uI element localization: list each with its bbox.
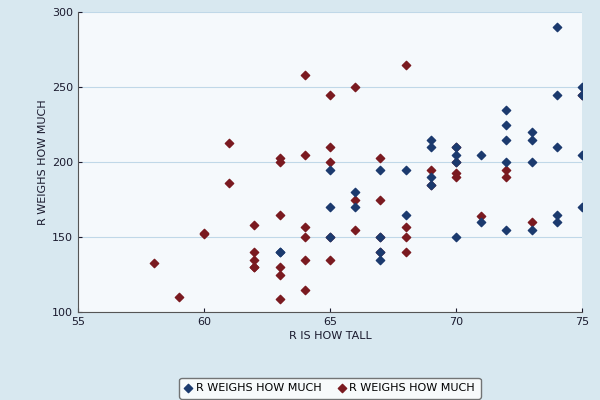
R WEIGHS HOW MUCH: [224, 139, 234, 146]
R WEIGHS HOW MUCH: [325, 166, 335, 173]
R WEIGHS HOW MUCH: [527, 129, 536, 135]
R WEIGHS HOW MUCH: [451, 144, 461, 150]
R WEIGHS HOW MUCH: [325, 91, 335, 98]
R WEIGHS HOW MUCH: [300, 72, 310, 78]
R WEIGHS HOW MUCH: [325, 256, 335, 263]
R WEIGHS HOW MUCH: [376, 196, 385, 203]
R WEIGHS HOW MUCH: [250, 264, 259, 270]
R WEIGHS HOW MUCH: [502, 136, 511, 143]
R WEIGHS HOW MUCH: [325, 234, 335, 240]
R WEIGHS HOW MUCH: [350, 204, 360, 210]
R WEIGHS HOW MUCH: [275, 211, 284, 218]
R WEIGHS HOW MUCH: [275, 159, 284, 165]
R WEIGHS HOW MUCH: [577, 204, 587, 210]
R WEIGHS HOW MUCH: [275, 271, 284, 278]
R WEIGHS HOW MUCH: [451, 144, 461, 150]
X-axis label: R IS HOW TALL: R IS HOW TALL: [289, 331, 371, 341]
R WEIGHS HOW MUCH: [376, 256, 385, 263]
R WEIGHS HOW MUCH: [250, 256, 259, 263]
R WEIGHS HOW MUCH: [199, 231, 209, 237]
R WEIGHS HOW MUCH: [476, 151, 486, 158]
R WEIGHS HOW MUCH: [552, 91, 562, 98]
R WEIGHS HOW MUCH: [426, 144, 436, 150]
R WEIGHS HOW MUCH: [250, 249, 259, 255]
R WEIGHS HOW MUCH: [350, 226, 360, 233]
R WEIGHS HOW MUCH: [426, 166, 436, 173]
R WEIGHS HOW MUCH: [451, 159, 461, 165]
R WEIGHS HOW MUCH: [350, 196, 360, 203]
R WEIGHS HOW MUCH: [451, 169, 461, 176]
R WEIGHS HOW MUCH: [552, 24, 562, 30]
R WEIGHS HOW MUCH: [502, 174, 511, 180]
R WEIGHS HOW MUCH: [350, 189, 360, 195]
R WEIGHS HOW MUCH: [325, 144, 335, 150]
R WEIGHS HOW MUCH: [527, 219, 536, 225]
R WEIGHS HOW MUCH: [527, 136, 536, 143]
R WEIGHS HOW MUCH: [552, 144, 562, 150]
R WEIGHS HOW MUCH: [275, 264, 284, 270]
R WEIGHS HOW MUCH: [300, 234, 310, 240]
R WEIGHS HOW MUCH: [552, 211, 562, 218]
R WEIGHS HOW MUCH: [250, 222, 259, 228]
R WEIGHS HOW MUCH: [401, 61, 410, 68]
R WEIGHS HOW MUCH: [577, 151, 587, 158]
R WEIGHS HOW MUCH: [325, 159, 335, 165]
R WEIGHS HOW MUCH: [376, 234, 385, 240]
Y-axis label: R WEIGHS HOW MUCH: R WEIGHS HOW MUCH: [38, 99, 48, 225]
R WEIGHS HOW MUCH: [376, 249, 385, 255]
R WEIGHS HOW MUCH: [401, 223, 410, 230]
R WEIGHS HOW MUCH: [426, 181, 436, 188]
R WEIGHS HOW MUCH: [275, 295, 284, 302]
R WEIGHS HOW MUCH: [476, 219, 486, 225]
R WEIGHS HOW MUCH: [577, 84, 587, 90]
R WEIGHS HOW MUCH: [451, 159, 461, 165]
R WEIGHS HOW MUCH: [401, 166, 410, 173]
R WEIGHS HOW MUCH: [300, 151, 310, 158]
R WEIGHS HOW MUCH: [426, 136, 436, 143]
R WEIGHS HOW MUCH: [149, 259, 158, 266]
R WEIGHS HOW MUCH: [300, 256, 310, 263]
R WEIGHS HOW MUCH: [527, 159, 536, 165]
R WEIGHS HOW MUCH: [250, 264, 259, 270]
R WEIGHS HOW MUCH: [275, 249, 284, 255]
R WEIGHS HOW MUCH: [174, 294, 184, 300]
R WEIGHS HOW MUCH: [401, 249, 410, 255]
R WEIGHS HOW MUCH: [502, 159, 511, 165]
R WEIGHS HOW MUCH: [552, 219, 562, 225]
R WEIGHS HOW MUCH: [300, 223, 310, 230]
R WEIGHS HOW MUCH: [275, 249, 284, 255]
R WEIGHS HOW MUCH: [476, 213, 486, 219]
Legend: R WEIGHS HOW MUCH, R WEIGHS HOW MUCH: R WEIGHS HOW MUCH, R WEIGHS HOW MUCH: [179, 378, 481, 399]
R WEIGHS HOW MUCH: [401, 234, 410, 240]
R WEIGHS HOW MUCH: [325, 234, 335, 240]
R WEIGHS HOW MUCH: [577, 91, 587, 98]
R WEIGHS HOW MUCH: [350, 84, 360, 90]
R WEIGHS HOW MUCH: [376, 154, 385, 161]
R WEIGHS HOW MUCH: [300, 286, 310, 293]
R WEIGHS HOW MUCH: [451, 151, 461, 158]
R WEIGHS HOW MUCH: [376, 234, 385, 240]
R WEIGHS HOW MUCH: [275, 154, 284, 161]
R WEIGHS HOW MUCH: [376, 166, 385, 173]
R WEIGHS HOW MUCH: [401, 211, 410, 218]
R WEIGHS HOW MUCH: [224, 180, 234, 186]
R WEIGHS HOW MUCH: [451, 234, 461, 240]
R WEIGHS HOW MUCH: [451, 174, 461, 180]
R WEIGHS HOW MUCH: [325, 204, 335, 210]
R WEIGHS HOW MUCH: [376, 249, 385, 255]
R WEIGHS HOW MUCH: [502, 166, 511, 173]
R WEIGHS HOW MUCH: [502, 226, 511, 233]
R WEIGHS HOW MUCH: [199, 229, 209, 236]
R WEIGHS HOW MUCH: [426, 174, 436, 180]
R WEIGHS HOW MUCH: [527, 226, 536, 233]
R WEIGHS HOW MUCH: [502, 106, 511, 113]
R WEIGHS HOW MUCH: [502, 121, 511, 128]
R WEIGHS HOW MUCH: [426, 181, 436, 188]
R WEIGHS HOW MUCH: [577, 91, 587, 98]
